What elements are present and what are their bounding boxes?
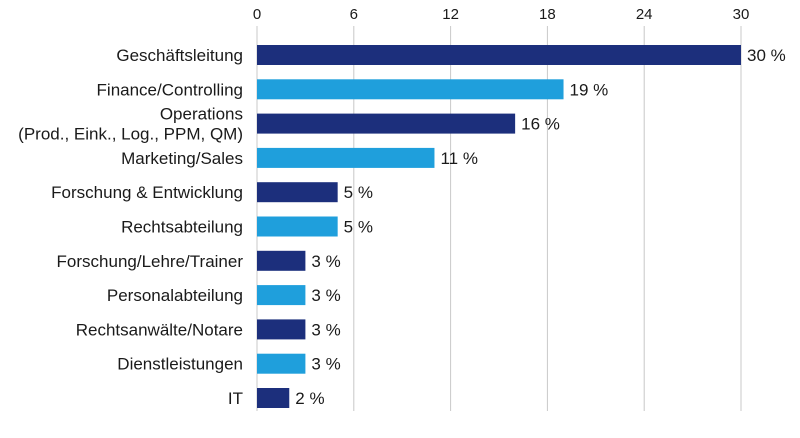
value-label-9: 3 % [311, 355, 340, 374]
category-label-3: Marketing/Sales [121, 149, 243, 168]
category-label-4: Forschung & Entwicklung [51, 183, 243, 202]
value-label-4: 5 % [344, 183, 373, 202]
bar-10 [257, 388, 290, 408]
x-tick-label-12: 12 [442, 6, 459, 23]
value-label-10: 2 % [295, 389, 324, 408]
category-label-9: Dienstleistungen [117, 355, 243, 374]
bar-3 [257, 147, 435, 168]
x-tick-label-18: 18 [539, 6, 556, 23]
category-labels: Geschäftsleitung Finance/Controlling Opera… [18, 46, 243, 408]
category-label-line: (Prod., Eink., Log., PPM, QM) [18, 125, 243, 144]
category-label-8: Rechtsanwälte/Notare [76, 320, 243, 339]
category-label-line: Operations [160, 105, 243, 124]
x-tick-label-30: 30 [733, 6, 750, 23]
category-label-7: Personalabteilung [107, 286, 243, 305]
value-label-6: 3 % [311, 252, 340, 271]
value-label-5: 5 % [344, 218, 373, 237]
value-label-1: 19 % [570, 80, 609, 99]
bar-0 [257, 45, 741, 65]
category-label-1: Finance/Controlling [97, 80, 243, 99]
value-label-8: 3 % [311, 320, 340, 339]
bars-layer [257, 45, 741, 408]
bar-4 [257, 182, 338, 203]
x-axis-ticks: 0 6 12 18 24 30 [253, 6, 750, 23]
bar-1 [257, 79, 564, 100]
value-label-3: 11 % [440, 149, 478, 168]
category-label-10: IT [228, 389, 243, 408]
bar-5 [257, 216, 338, 237]
value-label-2: 16 % [521, 115, 560, 134]
bar-2 [257, 113, 516, 134]
x-tick-label-6: 6 [350, 6, 358, 23]
x-tick-label-0: 0 [253, 6, 261, 23]
bar-9 [257, 353, 306, 374]
category-label-0: Geschäftsleitung [116, 46, 243, 65]
category-label-6: Forschung/Lehre/Trainer [57, 252, 244, 271]
category-label-2: Operations (Prod., Eink., Log., PPM, QM) [18, 105, 243, 144]
value-label-0: 30 % [747, 46, 786, 65]
bar-8 [257, 319, 306, 340]
category-label-5: Rechtsabteilung [121, 218, 243, 237]
bar-7 [257, 285, 306, 306]
value-label-7: 3 % [311, 286, 340, 305]
value-labels: 30 %19 %16 %11 %5 %5 %3 %3 %3 %3 %2 % [295, 46, 785, 408]
x-tick-label-24: 24 [636, 6, 653, 23]
bar-6 [257, 250, 306, 271]
